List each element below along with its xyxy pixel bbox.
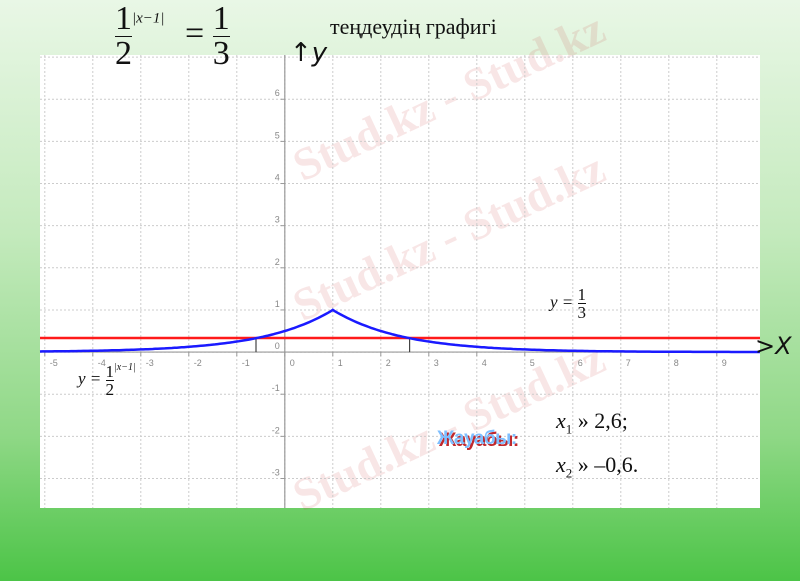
answer-x2: x2 » –0,6.	[556, 452, 639, 481]
x-tick-label: -1	[242, 358, 250, 368]
x-tick-label: -3	[146, 358, 154, 368]
equation-rhs-denominator: 3	[212, 35, 230, 72]
x-tick-label: 6	[578, 358, 583, 368]
equation-equals: =	[185, 15, 205, 53]
y-tick-label: 0	[275, 341, 280, 351]
x-tick-label: 3	[434, 358, 439, 368]
plot-area	[40, 55, 760, 508]
equation-rhs-numerator: 1	[212, 0, 230, 37]
y-tick-label: -2	[272, 425, 280, 435]
y-axis-label: ↑y	[290, 38, 328, 68]
equation-rhs-fraction: 1 3	[212, 0, 230, 72]
equation: 1 2 |x−1| = 1 3	[115, 2, 230, 71]
y-tick-label: 6	[275, 88, 280, 98]
series-label-curve: y = 1 2 |x−1|	[78, 361, 136, 399]
x-tick-label: 9	[722, 358, 727, 368]
series-curve-half-power	[39, 308, 760, 354]
y-tick-label: -1	[272, 383, 280, 393]
x-tick-label: 5	[530, 358, 535, 368]
x-tick-label: 8	[674, 358, 679, 368]
x-tick-label: 4	[482, 358, 487, 368]
answer-x1: x1 » 2,6;	[556, 408, 628, 437]
x-tick-label: 0	[290, 358, 295, 368]
answer-label: Жауабы:	[437, 428, 517, 449]
x-tick-label: -5	[50, 358, 58, 368]
x-tick-label: -4	[98, 358, 106, 368]
equation-base-denominator: 2	[115, 35, 132, 72]
equation-base-fraction: 1 2	[115, 2, 132, 71]
y-tick-label: 1	[275, 299, 280, 309]
x-tick-label: 7	[626, 358, 631, 368]
x-tick-label: -2	[194, 358, 202, 368]
x-axis-label: >X	[755, 332, 792, 360]
equation-exponent: |x−1|	[132, 10, 165, 27]
y-tick-label: 5	[275, 130, 280, 140]
equation-base-numerator: 1	[115, 0, 132, 37]
y-tick-label: -3	[272, 468, 280, 478]
y-tick-label: 4	[275, 173, 280, 183]
page-caption: теңдеудің графигі	[330, 14, 497, 39]
y-tick-label: 3	[275, 215, 280, 225]
y-tick-label: 2	[275, 257, 280, 267]
x-tick-label: 1	[338, 358, 343, 368]
x-tick-label: 2	[386, 358, 391, 368]
